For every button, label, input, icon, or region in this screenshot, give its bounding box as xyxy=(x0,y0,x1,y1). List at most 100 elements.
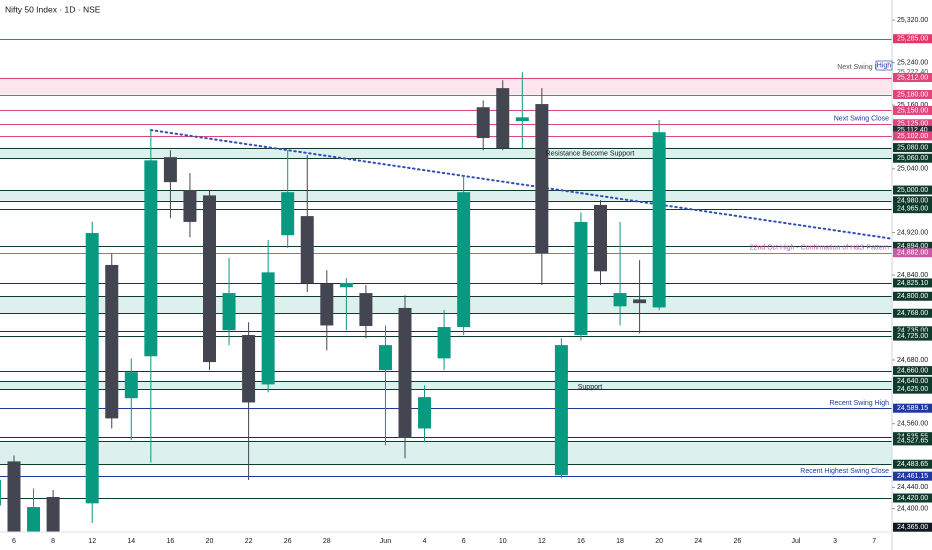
x-tick-label: 16 xyxy=(577,538,585,545)
level-label: 25,080.00 xyxy=(897,144,928,151)
level-label-box xyxy=(893,291,932,301)
level-note: Recent Highest Swing Close xyxy=(800,468,889,475)
candle-body xyxy=(535,104,549,254)
candle-body xyxy=(418,397,432,429)
x-tick-label: 18 xyxy=(616,538,624,545)
level-label: 25,150.00 xyxy=(897,107,928,114)
level-label-box xyxy=(893,471,932,481)
level-label-box xyxy=(893,522,932,532)
candle-body xyxy=(7,461,21,532)
level-label-box xyxy=(893,119,932,129)
level-label-box xyxy=(893,331,932,341)
x-tick-label: 28 xyxy=(323,538,331,545)
level-label: 24,894.00 xyxy=(897,243,928,250)
y-tick-label: 25,040.00 xyxy=(897,166,928,173)
level-label-box xyxy=(893,34,932,44)
level-label-box xyxy=(893,204,932,214)
candle-body xyxy=(183,190,197,222)
x-tick-label: 22 xyxy=(245,538,253,545)
level-label-box xyxy=(893,436,932,446)
level-label-box xyxy=(893,143,932,153)
candle-body xyxy=(652,132,666,308)
candle-body xyxy=(242,335,256,403)
axis-labels: 25,320.00 25,240.00 25,160.00 25,040.00 24,9… xyxy=(892,17,932,532)
x-tick-label: Jul xyxy=(792,538,801,545)
plot-area xyxy=(0,39,892,532)
candle-body xyxy=(144,160,158,357)
candle-body xyxy=(222,293,236,331)
level-note: Resistance Become Support xyxy=(546,150,635,157)
y-tick-label: 24,840.00 xyxy=(897,272,928,279)
zone xyxy=(0,77,892,95)
level-label: 24,980.00 xyxy=(897,198,928,205)
level-label: 25,180.00 xyxy=(897,91,928,98)
candle-body xyxy=(320,284,334,326)
level-note: 22nd Oct High - Confirmation of H&S Patt… xyxy=(750,245,889,252)
level-label: 24,725.00 xyxy=(897,333,928,340)
level-note: Recent Swing High xyxy=(829,400,889,407)
candle-body xyxy=(359,293,373,326)
level-label: 24,589.15 xyxy=(897,405,928,412)
y-tick-label: 25,320.00 xyxy=(897,17,928,24)
candle-body xyxy=(105,264,119,419)
level-label-box xyxy=(893,366,932,376)
candle-body xyxy=(261,272,275,385)
candle-body xyxy=(437,327,451,359)
y-tick-label: 25,240.00 xyxy=(897,59,928,66)
level-label: 24,768.00 xyxy=(897,310,928,317)
level-label: 25,125.00 xyxy=(897,121,928,128)
level-label: 25,060.00 xyxy=(897,155,928,162)
marker-box xyxy=(875,60,893,71)
level-label: 25,000.00 xyxy=(897,187,928,194)
y-tick-label: 24,560.00 xyxy=(897,421,928,428)
level-label: 25,285.00 xyxy=(897,36,928,43)
chart-title: Nifty 50 Index · 1D · NSE xyxy=(5,4,101,14)
candle-body xyxy=(27,507,41,532)
x-tick-label: 12 xyxy=(88,538,96,545)
level-label: 24,660.00 xyxy=(897,367,928,374)
level-label: 25,212.00 xyxy=(897,74,928,81)
y-tick-label: 25,160.00 xyxy=(897,102,928,109)
level-label: 25,102.00 xyxy=(897,133,928,140)
level-label: 24,965.00 xyxy=(897,206,928,213)
x-tick-label: 24 xyxy=(694,538,702,545)
candle-body xyxy=(515,117,529,122)
level-label: 24,420.00 xyxy=(897,495,928,502)
level-label-box xyxy=(893,185,932,195)
level-label: 25,222.40 xyxy=(897,69,928,76)
x-tick-label: Jun xyxy=(380,538,391,545)
level-label-box xyxy=(893,131,932,141)
candle-body xyxy=(203,195,216,363)
level-label: 24,461.15 xyxy=(897,473,928,480)
candle-body xyxy=(85,233,99,504)
candle-body xyxy=(476,107,490,139)
level-label-box xyxy=(893,90,932,100)
x-tick-label: 26 xyxy=(284,538,292,545)
candle-body xyxy=(398,307,412,439)
candle-body xyxy=(554,345,568,476)
x-tick-label: 4 xyxy=(423,538,427,545)
level-label-box xyxy=(893,403,932,413)
level-label: 24,483.65 xyxy=(897,461,928,468)
level-label: 24,527.65 xyxy=(897,438,928,445)
y-tick-label: 24,400.00 xyxy=(897,505,928,512)
candle-body xyxy=(124,372,138,399)
level-label-box xyxy=(893,278,932,288)
candle-body xyxy=(574,221,588,336)
level-label-box xyxy=(893,241,932,251)
level-label-box xyxy=(893,326,932,336)
level-label-box xyxy=(893,73,932,83)
level-label-box xyxy=(893,308,932,318)
zone xyxy=(0,381,892,390)
level-label-box xyxy=(893,153,932,163)
level-label-box xyxy=(893,459,932,469)
x-tick-label: 7 xyxy=(872,538,876,545)
candle-body xyxy=(163,157,177,183)
level-label: 24,365.00 xyxy=(897,524,928,531)
x-tick-label: 3 xyxy=(833,538,837,545)
zone xyxy=(0,440,892,465)
candle-body xyxy=(46,496,60,532)
y-tick-label: 24,920.00 xyxy=(897,229,928,236)
y-tick-label: 24,440.00 xyxy=(897,484,928,491)
level-label-box xyxy=(893,248,932,258)
